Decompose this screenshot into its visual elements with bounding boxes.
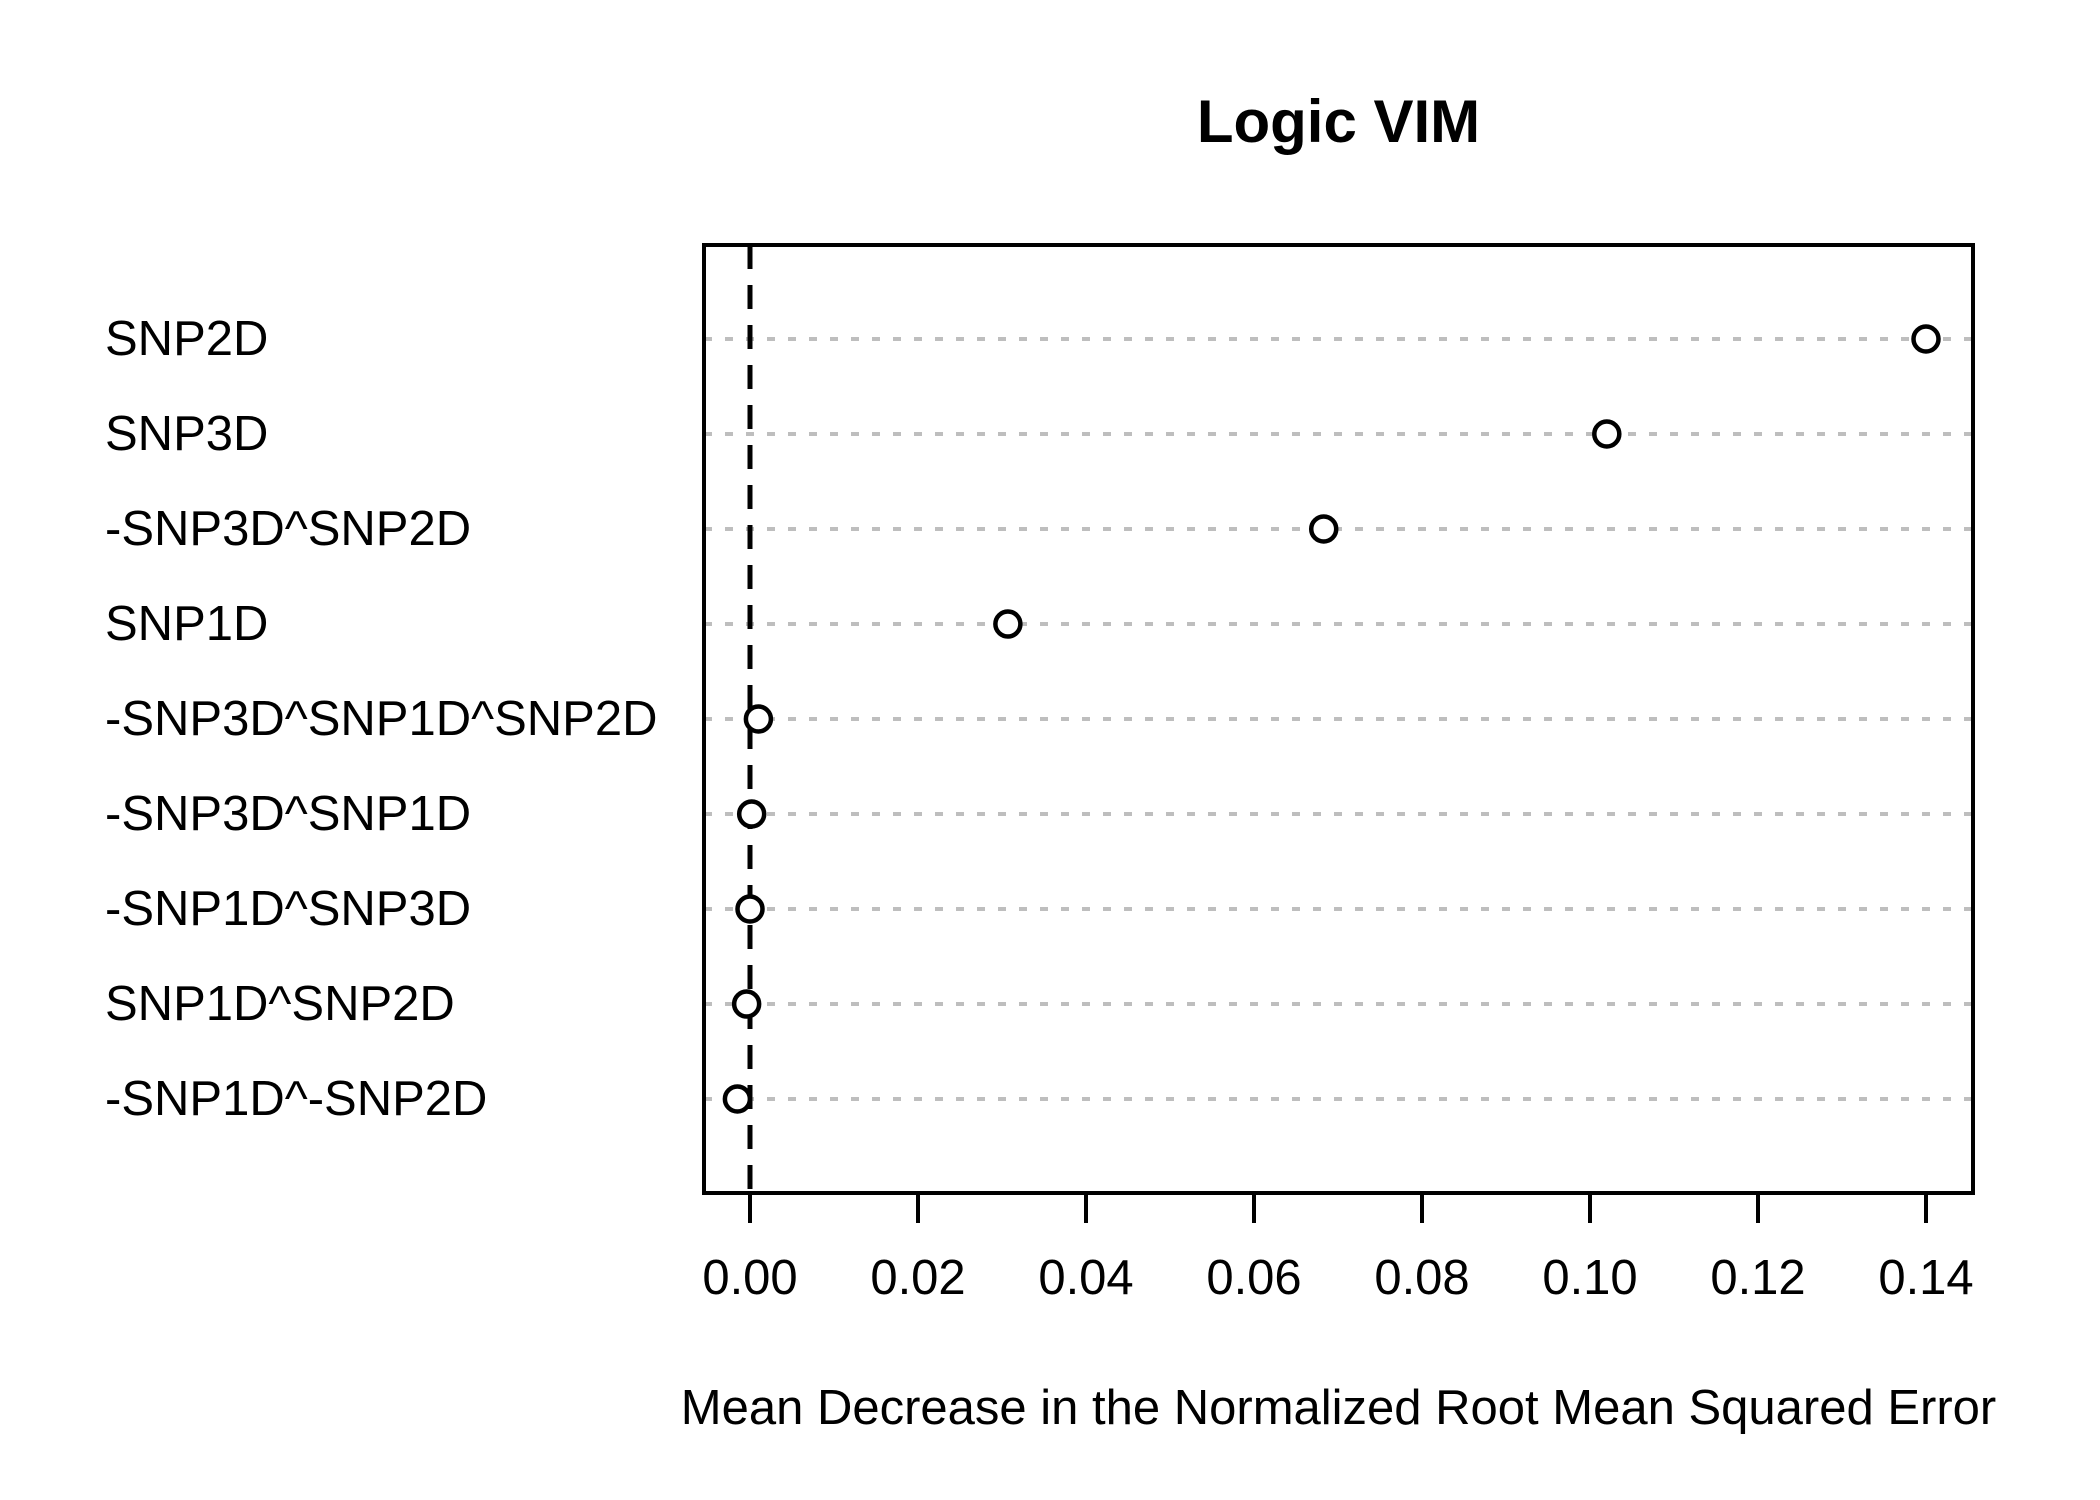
y-axis-label: SNP2D xyxy=(105,312,269,366)
x-tick-label: 0.06 xyxy=(1206,1251,1302,1305)
data-point xyxy=(722,1084,753,1114)
data-point xyxy=(743,704,774,734)
data-point xyxy=(1592,419,1622,449)
chart-title: Logic VIM xyxy=(1196,88,1481,155)
x-tick-label: 0.10 xyxy=(1542,1251,1638,1305)
data-point xyxy=(1911,324,1941,354)
plot-box xyxy=(702,243,1975,1195)
y-axis-label: -SNP3D^SNP2D xyxy=(105,502,472,556)
y-axis-label: SNP1D xyxy=(105,597,269,651)
x-tick-label: 0.00 xyxy=(702,1251,798,1305)
data-point xyxy=(731,989,762,1019)
y-axis-label: -SNP3D^SNP1D^SNP2D xyxy=(105,692,658,746)
x-tick-label: 0.08 xyxy=(1374,1251,1470,1305)
data-point xyxy=(993,609,1023,639)
data-point xyxy=(1308,514,1339,544)
x-tick-label: 0.02 xyxy=(870,1251,966,1305)
data-point xyxy=(736,799,767,829)
data-point xyxy=(735,894,765,924)
y-axis-label: SNP3D xyxy=(105,407,269,461)
y-axis-label: -SNP3D^SNP1D xyxy=(105,787,472,841)
x-tick-label: 0.12 xyxy=(1710,1251,1806,1305)
y-axis-label: SNP1D^SNP2D xyxy=(105,977,455,1031)
x-tick-label: 0.04 xyxy=(1038,1251,1134,1305)
x-axis-title: Mean Decrease in the Normalized Root Mea… xyxy=(680,1381,1997,1435)
y-axis-label: -SNP1D^-SNP2D xyxy=(105,1072,488,1126)
x-tick-label: 0.14 xyxy=(1878,1251,1974,1305)
y-axis-label: -SNP1D^SNP3D xyxy=(105,882,472,936)
